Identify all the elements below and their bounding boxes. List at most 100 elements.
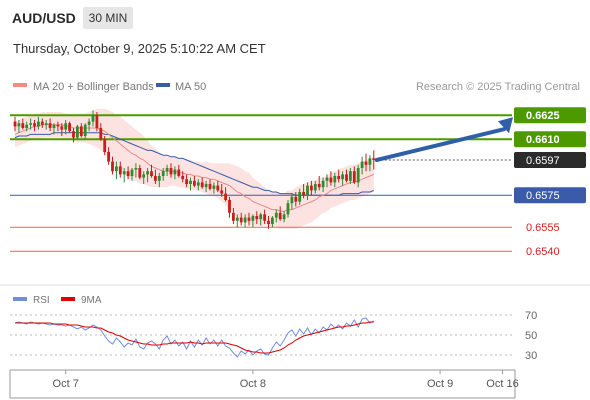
candle-body bbox=[193, 180, 196, 186]
candle-body bbox=[302, 192, 305, 196]
candle-body bbox=[52, 124, 56, 128]
candle-body bbox=[306, 185, 309, 196]
candle-body bbox=[17, 123, 21, 127]
candle-body bbox=[372, 158, 376, 160]
candle-body bbox=[204, 184, 208, 188]
candle-body bbox=[247, 217, 251, 221]
symbol-title: AUD/USD bbox=[12, 10, 76, 26]
candle-body bbox=[220, 190, 224, 194]
candle-body bbox=[122, 171, 126, 175]
candle-body bbox=[235, 217, 239, 221]
candle-body bbox=[271, 217, 274, 224]
rsi-tick-50: 50 bbox=[525, 330, 537, 342]
candle-body bbox=[111, 161, 114, 172]
candle-body bbox=[341, 174, 344, 180]
candle-body bbox=[103, 139, 107, 152]
level-label-0-6625: 0.6625 bbox=[526, 110, 560, 122]
candle-body bbox=[87, 121, 91, 125]
x-tick-label: Oct 7 bbox=[53, 378, 79, 390]
candle-body bbox=[126, 171, 130, 176]
candle-body bbox=[60, 126, 64, 130]
candle-body bbox=[134, 168, 138, 170]
candle-body bbox=[274, 212, 278, 218]
candle-body bbox=[150, 171, 153, 176]
legend-bb-swatch bbox=[13, 83, 27, 87]
candle-body bbox=[239, 217, 243, 223]
level-label-0-6555: 0.6555 bbox=[526, 222, 560, 234]
candle-body bbox=[345, 174, 348, 181]
datetime-label: Thursday, October 9, 2025 5:10:22 AM CET bbox=[13, 41, 266, 56]
candle-body bbox=[118, 166, 122, 175]
candle-body bbox=[91, 115, 95, 122]
candle-body bbox=[212, 185, 216, 189]
candle-body bbox=[263, 214, 266, 221]
level-tag-0-6610 bbox=[514, 131, 586, 148]
candle-body bbox=[368, 158, 372, 165]
candle-body bbox=[177, 169, 181, 176]
x-tick-label: Oct 16 bbox=[486, 378, 518, 390]
candle-body bbox=[329, 177, 333, 183]
candle-body bbox=[290, 196, 294, 204]
rsi-ma9-line bbox=[15, 321, 374, 354]
candle-body bbox=[317, 184, 321, 188]
forecast-arrow-shaft bbox=[374, 127, 506, 162]
candle-body bbox=[99, 128, 103, 140]
legend-ma50-label: MA 50 bbox=[175, 81, 206, 93]
candle-body bbox=[360, 161, 364, 168]
candle-body bbox=[161, 171, 165, 176]
ma9-legend-label: 9MA bbox=[81, 295, 102, 306]
candle-body bbox=[40, 121, 44, 125]
candle-body bbox=[173, 169, 177, 175]
candle-body bbox=[251, 216, 255, 221]
candle-body bbox=[21, 123, 25, 128]
level-tag-0-6597 bbox=[514, 152, 586, 168]
level-label-0-6610: 0.6610 bbox=[526, 134, 560, 146]
candle-body bbox=[216, 185, 220, 191]
legend-ma50-swatch bbox=[156, 83, 170, 87]
candle-body bbox=[169, 168, 173, 175]
level-label-0-6540: 0.6540 bbox=[526, 246, 560, 258]
candle-body bbox=[107, 152, 110, 162]
rsi-tick-30: 30 bbox=[525, 350, 537, 362]
candle-body bbox=[321, 180, 325, 188]
candle-body bbox=[37, 121, 40, 127]
candle-body bbox=[25, 124, 29, 128]
x-tick-label: Oct 8 bbox=[240, 378, 266, 390]
candle-body bbox=[79, 126, 83, 136]
candle-body bbox=[165, 168, 169, 172]
rsi-tick-70: 70 bbox=[525, 310, 537, 322]
candle-body bbox=[68, 123, 71, 132]
level-label-0-6575: 0.6575 bbox=[526, 190, 560, 202]
timeframe-button[interactable]: 30 MIN bbox=[83, 7, 133, 29]
candle-body bbox=[325, 177, 329, 181]
candle-body bbox=[232, 212, 235, 221]
candle-body bbox=[200, 182, 204, 188]
candle-body bbox=[48, 123, 52, 128]
header: AUD/USD 30 MIN Thursday, October 9, 2025… bbox=[0, 0, 590, 56]
candle-body bbox=[189, 180, 192, 184]
candle-body bbox=[33, 123, 36, 127]
candle-body bbox=[310, 185, 313, 191]
candle-body bbox=[259, 214, 263, 220]
candle-body bbox=[313, 184, 317, 191]
candle-body bbox=[267, 220, 270, 224]
candle-body bbox=[72, 131, 75, 138]
level-tag-0-6575 bbox=[514, 187, 586, 204]
candle-body bbox=[29, 123, 32, 125]
candle-body bbox=[282, 214, 286, 220]
x-tick-label: Oct 9 bbox=[427, 378, 453, 390]
legend-bb-label: MA 20 + Bollinger Bands bbox=[33, 81, 154, 93]
candle-body bbox=[337, 176, 341, 180]
candle-body bbox=[255, 216, 259, 220]
level-tag-0-6625 bbox=[514, 107, 586, 124]
candle-body bbox=[208, 184, 212, 189]
candle-body bbox=[138, 168, 142, 178]
candle-body bbox=[185, 179, 188, 184]
candle-body bbox=[286, 203, 290, 215]
forecast-arrow-head bbox=[498, 117, 513, 134]
candle-body bbox=[298, 192, 302, 202]
candle-body bbox=[228, 200, 231, 213]
candle-body bbox=[356, 168, 360, 183]
candle-body bbox=[44, 123, 48, 125]
